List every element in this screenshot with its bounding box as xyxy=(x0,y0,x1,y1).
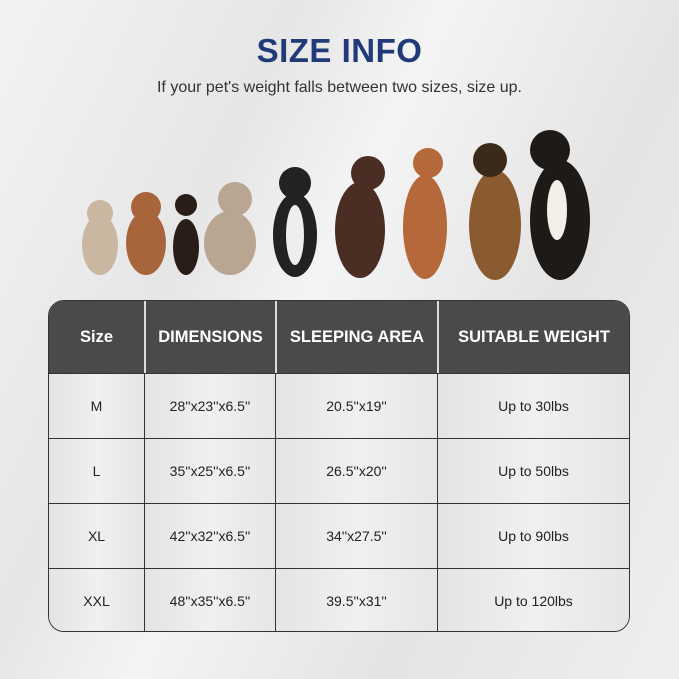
size-table: Size DIMENSIONS SLEEPING AREA SUITABLE W… xyxy=(48,300,630,632)
dimensions-cell: 35''x25''x6.5'' xyxy=(144,439,275,503)
dogs-lineup-image xyxy=(82,130,590,280)
dimensions-cell: 28''x23''x6.5'' xyxy=(144,374,275,438)
subtitle: If your pet's weight falls between two s… xyxy=(156,79,522,96)
dog-german-shepherd xyxy=(469,143,521,280)
dog-cavalier xyxy=(126,192,166,275)
size-cell: XL xyxy=(49,504,144,568)
sleeping-area-cell: 34''x27.5'' xyxy=(275,504,437,568)
size-cell: L xyxy=(49,439,144,503)
dog-bernese xyxy=(530,130,590,280)
weight-cell: Up to 90lbs xyxy=(437,504,629,568)
table-row: XL 42''x32''x6.5'' 34''x27.5'' Up to 90l… xyxy=(49,503,629,568)
dimensions-cell: 42''x32''x6.5'' xyxy=(144,504,275,568)
sleeping-area-cell: 39.5''x31'' xyxy=(275,569,437,631)
weight-cell: Up to 120lbs xyxy=(437,569,629,631)
header-sleeping-area: SLEEPING AREA xyxy=(275,301,437,373)
dog-labrador xyxy=(335,156,385,278)
size-cell: M xyxy=(49,374,144,438)
table-row: L 35''x25''x6.5'' 26.5''x20'' Up to 50lb… xyxy=(49,438,629,503)
header-dimensions: DIMENSIONS xyxy=(144,301,275,373)
page-title: SIZE INFO xyxy=(256,32,423,69)
dog-border-collie xyxy=(273,167,317,277)
sleeping-area-cell: 26.5''x20'' xyxy=(275,439,437,503)
dimensions-cell: 48''x35''x6.5'' xyxy=(144,569,275,631)
dog-vizsla xyxy=(403,148,447,279)
header-suitable-weight: SUITABLE WEIGHT xyxy=(437,301,629,373)
weight-cell: Up to 30lbs xyxy=(437,374,629,438)
dog-bulldog xyxy=(204,182,256,275)
sleeping-area-cell: 20.5''x19'' xyxy=(275,374,437,438)
weight-cell: Up to 50lbs xyxy=(437,439,629,503)
table-header-row: Size DIMENSIONS SLEEPING AREA SUITABLE W… xyxy=(49,301,629,373)
dog-french-bulldog xyxy=(82,200,118,275)
table-row: XXL 48''x35''x6.5'' 39.5''x31'' Up to 12… xyxy=(49,568,629,631)
dog-min-pin xyxy=(173,194,199,275)
size-cell: XXL xyxy=(49,569,144,631)
header-size: Size xyxy=(79,327,114,346)
table-row: M 28''x23''x6.5'' 20.5''x19'' Up to 30lb… xyxy=(49,373,629,438)
